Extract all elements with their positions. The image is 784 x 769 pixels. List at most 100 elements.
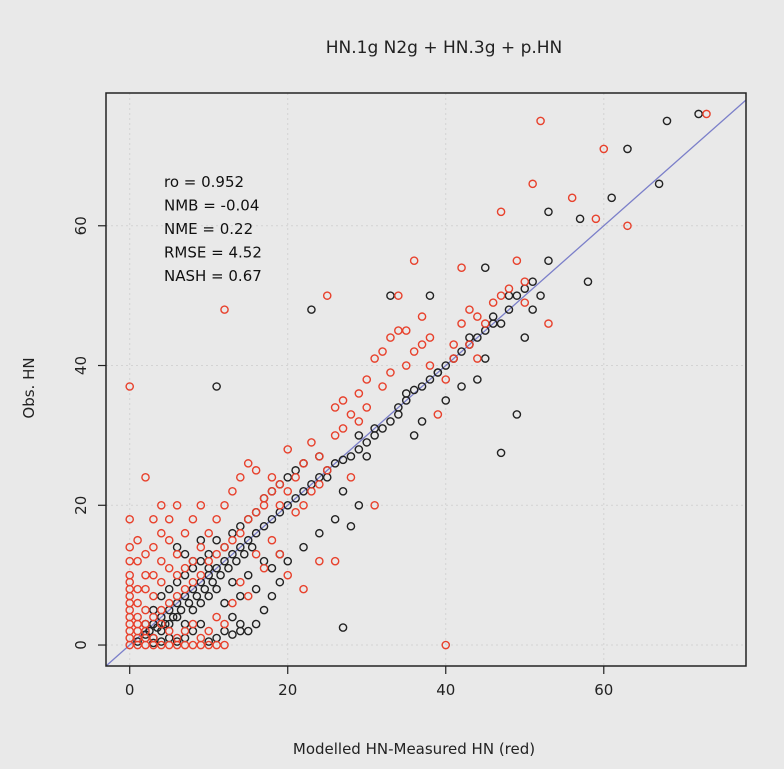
scatter-point (164, 563, 174, 573)
scatter-point (196, 556, 206, 566)
scatter-point (307, 305, 316, 314)
scatter-point (330, 556, 340, 566)
scatter-point (488, 298, 498, 307)
scatter-point (133, 535, 142, 545)
stat-line: NME = 0.22 (164, 220, 253, 238)
scatter-point (149, 542, 158, 552)
scatter-point (417, 417, 427, 426)
scatter-point (251, 466, 261, 475)
scatter-point (196, 570, 206, 580)
scatter-point (330, 403, 340, 412)
scatter-point (157, 605, 166, 615)
scatter-point (176, 605, 186, 615)
scatter-point (125, 382, 135, 391)
scatter-point (196, 598, 206, 608)
scatter-point (157, 619, 166, 629)
scatter-point (212, 535, 221, 545)
scatter-point (528, 179, 537, 189)
scatter-point (583, 277, 593, 286)
scatter-point (504, 284, 514, 293)
scatter-point (133, 619, 142, 629)
scatter-point (157, 577, 166, 587)
scatter-point (236, 577, 245, 587)
scatter-point (607, 193, 616, 203)
scatter-point (409, 347, 419, 356)
scatter-point (496, 207, 506, 217)
scatter-point (220, 500, 229, 510)
scatter-point (480, 319, 490, 328)
scatter-point (315, 480, 324, 489)
scatter-point (267, 473, 277, 482)
scatter-point (141, 584, 150, 594)
scatter-point (401, 389, 411, 398)
scatter-point (228, 598, 237, 608)
scatter-point (204, 626, 214, 636)
scatter-point (236, 528, 245, 538)
scatter-point (386, 333, 395, 342)
scatter-point (370, 354, 379, 363)
scatter-point (299, 487, 308, 496)
scatter-point (204, 528, 214, 538)
scatter-point (425, 291, 435, 300)
scatter-point (291, 493, 300, 503)
scatter-point (433, 410, 443, 419)
scatter-point (599, 144, 609, 154)
stat-line: NASH = 0.67 (164, 267, 262, 285)
scatter-point (362, 403, 372, 412)
x-tick-label: 60 (594, 681, 613, 699)
scatter-point (330, 514, 340, 524)
scatter-point (544, 256, 553, 266)
scatter-point (315, 452, 324, 461)
scatter-point (386, 417, 395, 426)
scatter-point (212, 382, 221, 391)
scatter-point (346, 410, 356, 419)
scatter-point (480, 354, 490, 363)
scatter-point (409, 431, 419, 440)
scatter-point (417, 340, 427, 349)
scatter-point (133, 633, 142, 643)
plot-frame (105, 92, 747, 667)
scatter-point (275, 480, 285, 489)
scatter-point (220, 556, 229, 566)
scatter-point (299, 459, 308, 468)
scatter-point (228, 577, 237, 587)
scatter-point (164, 514, 174, 524)
scatter-point (157, 556, 166, 566)
scatter-point (224, 563, 233, 573)
scatter-point (283, 445, 293, 454)
scatter-point (180, 563, 190, 573)
scatter-point (267, 487, 277, 496)
scatter-point (232, 556, 241, 566)
scatter-point (243, 459, 253, 468)
scatter-point (338, 623, 348, 632)
scatter-point (496, 291, 506, 300)
scatter-point (512, 410, 522, 419)
scatter-point (228, 535, 237, 545)
scatter-point (425, 375, 435, 384)
scatter-point (536, 291, 545, 300)
scatter-point (465, 305, 474, 314)
scatter-point (220, 598, 229, 608)
scatter-point (315, 528, 324, 538)
scatter-point (362, 375, 372, 384)
reference-line-layer (105, 99, 747, 667)
scatter-point (172, 591, 182, 601)
scatter-point (512, 256, 522, 266)
scatter-point (417, 382, 427, 391)
scatter-point (172, 637, 182, 646)
scatter-point (544, 207, 553, 217)
scatter-point (291, 507, 300, 517)
scatter-point (512, 291, 522, 300)
scatter-point (496, 448, 506, 458)
scatter-point (575, 214, 585, 224)
scatter-point (449, 340, 458, 349)
scatter-point (180, 549, 190, 559)
scatter-point (488, 319, 498, 328)
scatter-point (141, 473, 150, 482)
scatter-point (394, 403, 403, 412)
scatter-point (354, 389, 364, 398)
y-axis: 0 20 40 60 (72, 216, 106, 650)
scatter-point (141, 549, 150, 559)
scatter-point (251, 549, 261, 559)
